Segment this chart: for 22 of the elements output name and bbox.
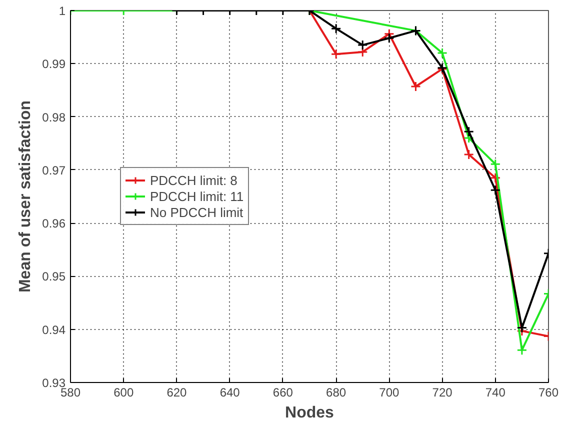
x-tick-label: 660 bbox=[272, 386, 294, 400]
x-tick-label: 700 bbox=[379, 386, 400, 400]
x-tick-label: 600 bbox=[114, 386, 134, 400]
x-tick-label: 720 bbox=[432, 386, 453, 400]
y-tick-label: 1 bbox=[58, 4, 66, 18]
x-tick-label: 580 bbox=[60, 386, 81, 400]
x-tick-label: 760 bbox=[538, 386, 559, 400]
y-tick-label: 0.96 bbox=[42, 216, 66, 231]
legend-label: PDCCH limit: 8 bbox=[150, 172, 238, 188]
x-axis-title: Nodes bbox=[285, 404, 334, 422]
y-tick-label: 0.97 bbox=[42, 163, 66, 178]
x-tick-label: 740 bbox=[485, 386, 506, 400]
x-tick-label: 640 bbox=[220, 386, 240, 400]
y-tick-label: 0.94 bbox=[42, 322, 66, 337]
y-tick-label: 0.95 bbox=[42, 270, 66, 284]
x-tick-label: 680 bbox=[326, 386, 346, 400]
x-tick-label: 620 bbox=[166, 386, 188, 400]
y-tick-label: 0.98 bbox=[42, 110, 66, 124]
legend-label: No PDCCH limit bbox=[150, 204, 244, 220]
legend-label: PDCCH limit: 11 bbox=[150, 188, 244, 204]
y-tick-label: 0.99 bbox=[42, 57, 66, 72]
y-axis-title: Mean of user satisfaction bbox=[17, 100, 34, 293]
